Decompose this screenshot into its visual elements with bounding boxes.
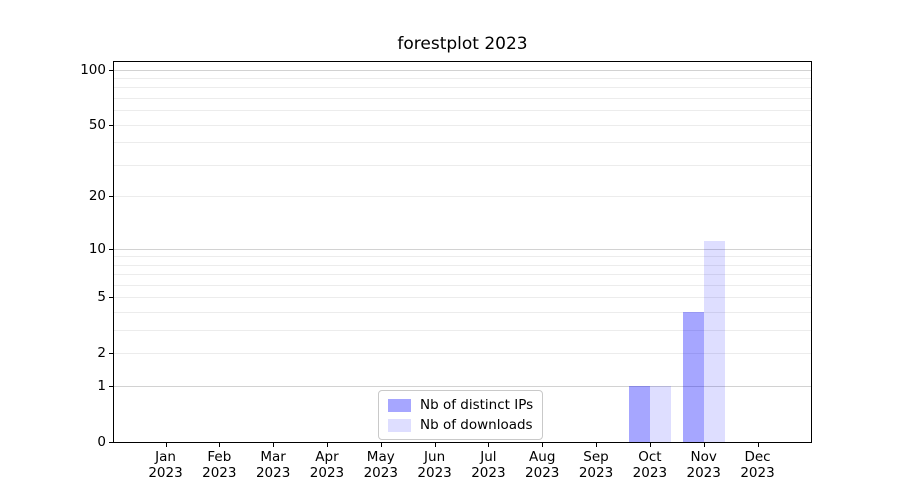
legend-swatch-nb-of-downloads [388, 418, 411, 432]
x-axis-tick-sep [596, 443, 598, 447]
y-tick-label-0: 0 [97, 434, 106, 450]
gridline-minor-3 [114, 330, 811, 332]
x-axis-tick-nov [703, 443, 705, 447]
x-tick-label-jun: Jun 2023 [417, 449, 452, 481]
x-tick-label-apr: Apr 2023 [309, 449, 345, 481]
gridline-minor-50 [114, 124, 811, 126]
x-axis-tick-jul [488, 443, 490, 447]
x-axis-tick-oct [649, 443, 651, 447]
x-tick-label-aug: Aug 2023 [525, 449, 560, 481]
gridline-minor-70 [114, 98, 811, 100]
legend-label-nb-of-downloads: Nb of downloads [420, 417, 533, 433]
x-axis-tick-jun [434, 443, 436, 447]
y-tick-label-5: 5 [97, 289, 106, 306]
x-tick-label-sep: Sep 2023 [578, 449, 614, 481]
gridline-minor-30 [114, 164, 811, 166]
legend-label-nb-of-distinct-ips: Nb of distinct IPs [420, 397, 534, 413]
x-axis-tick-apr [326, 443, 328, 447]
chart-title: forestplot 2023 [397, 34, 528, 54]
gridline-minor-4 [114, 312, 811, 314]
gridline-minor-60 [114, 110, 811, 112]
bar-nb-of-distinct-ips-oct-2023 [628, 386, 650, 442]
gridline-major-100 [114, 69, 811, 71]
x-tick-label-jul: Jul 2023 [471, 449, 506, 481]
y-tick-label-100: 100 [80, 61, 106, 78]
gridline-major-1 [114, 386, 811, 388]
x-axis-tick-feb [219, 443, 221, 447]
x-tick-label-feb: Feb 2023 [202, 449, 237, 481]
gridline-minor-40 [114, 142, 811, 144]
x-tick-label-mar: Mar 2023 [255, 449, 291, 481]
y-axis-tick-5 [109, 297, 113, 299]
y-axis-tick-0 [109, 442, 113, 443]
gridline-minor-7 [114, 274, 811, 276]
y-tick-label-10: 10 [88, 240, 106, 257]
y-tick-label-1: 1 [97, 378, 106, 395]
y-tick-label-2: 2 [97, 345, 106, 362]
y-axis-tick-20 [109, 196, 113, 198]
legend-swatch-nb-of-distinct-ips [388, 398, 411, 412]
gridline-minor-2 [114, 353, 811, 355]
gridline-major-10 [114, 248, 811, 250]
y-axis-tick-1 [109, 386, 113, 388]
x-axis-tick-mar [273, 443, 275, 447]
x-axis-tick-may [380, 443, 382, 447]
y-axis-tick-10 [109, 248, 113, 250]
y-tick-label-20: 20 [88, 188, 106, 205]
gridline-minor-8 [114, 264, 811, 266]
gridline-minor-6 [114, 284, 811, 286]
bar-nb-of-distinct-ips-nov-2023 [682, 312, 704, 442]
gridline-minor-5 [114, 297, 811, 299]
gridline-minor-80 [114, 87, 811, 89]
legend-row-nb-of-downloads: Nb of downloads [388, 417, 533, 433]
bar-nb-of-downloads-nov-2023 [703, 241, 725, 442]
y-axis-tick-100 [109, 69, 113, 71]
bar-nb-of-downloads-oct-2023 [649, 386, 671, 442]
y-axis-tick-2 [109, 353, 113, 355]
gridline-minor-20 [114, 196, 811, 198]
x-tick-label-dec: Dec 2023 [740, 449, 775, 481]
x-tick-label-may: May 2023 [363, 449, 398, 481]
x-axis-tick-jan [165, 443, 167, 447]
y-axis-tick-50 [109, 124, 113, 126]
y-tick-label-50: 50 [88, 116, 106, 133]
gridline-minor-9 [114, 256, 811, 258]
x-axis-tick-aug [542, 443, 544, 447]
legend: Nb of distinct IPs Nb of downloads [378, 390, 544, 440]
x-tick-label-nov: Nov 2023 [686, 449, 721, 481]
x-tick-label-jan: Jan 2023 [148, 449, 183, 481]
plot-area: Nb of distinct IPs Nb of downloads [113, 61, 812, 443]
gridline-minor-90 [114, 78, 811, 80]
x-tick-label-oct: Oct 2023 [632, 449, 668, 481]
x-axis-tick-dec [757, 443, 759, 447]
legend-row-nb-of-distinct-ips: Nb of distinct IPs [388, 397, 533, 413]
